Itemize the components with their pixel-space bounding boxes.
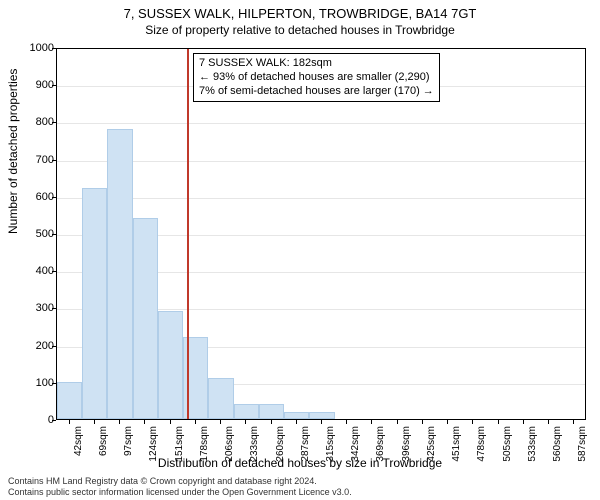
chart-title: 7, SUSSEX WALK, HILPERTON, TROWBRIDGE, B…	[0, 0, 600, 21]
histogram-bar	[259, 404, 284, 419]
x-tick-mark	[271, 420, 272, 424]
y-axis-label: Number of detached properties	[6, 69, 20, 234]
x-tick-label: 342sqm	[350, 426, 361, 462]
x-tick-label: 178sqm	[199, 426, 210, 462]
x-tick-mark	[94, 420, 95, 424]
x-tick-label: 151sqm	[174, 426, 185, 462]
y-tick-label: 500	[14, 228, 54, 240]
x-tick-mark	[119, 420, 120, 424]
y-tick-mark	[52, 160, 56, 161]
x-tick-label: 42sqm	[73, 426, 84, 456]
x-tick-mark	[397, 420, 398, 424]
y-tick-mark	[52, 48, 56, 49]
y-tick-mark	[52, 383, 56, 384]
x-tick-mark	[346, 420, 347, 424]
y-tick-label: 100	[14, 377, 54, 389]
x-tick-label: 206sqm	[224, 426, 235, 462]
attribution-line-2: Contains public sector information licen…	[8, 487, 592, 498]
x-tick-label: 233sqm	[249, 426, 260, 462]
y-tick-mark	[52, 234, 56, 235]
x-tick-mark	[170, 420, 171, 424]
y-tick-label: 600	[14, 191, 54, 203]
annotation-line: ← 93% of detached houses are smaller (2,…	[199, 71, 434, 85]
attribution: Contains HM Land Registry data © Crown c…	[8, 476, 592, 498]
y-tick-label: 1000	[14, 42, 54, 54]
x-tick-mark	[548, 420, 549, 424]
x-tick-label: 369sqm	[375, 426, 386, 462]
histogram-bar	[234, 404, 259, 419]
annotation-line: 7% of semi-detached houses are larger (1…	[199, 85, 434, 99]
y-tick-label: 200	[14, 340, 54, 352]
x-tick-mark	[371, 420, 372, 424]
attribution-line-1: Contains HM Land Registry data © Crown c…	[8, 476, 592, 487]
x-tick-mark	[144, 420, 145, 424]
y-tick-label: 0	[14, 414, 54, 426]
x-tick-mark	[498, 420, 499, 424]
x-tick-label: 560sqm	[552, 426, 563, 462]
chart-subtitle: Size of property relative to detached ho…	[0, 21, 600, 37]
x-tick-mark	[69, 420, 70, 424]
histogram-bar	[133, 218, 158, 419]
x-tick-mark	[447, 420, 448, 424]
y-tick-mark	[52, 122, 56, 123]
x-tick-label: 287sqm	[300, 426, 311, 462]
x-tick-mark	[220, 420, 221, 424]
x-tick-mark	[195, 420, 196, 424]
y-tick-mark	[52, 197, 56, 198]
x-tick-mark	[296, 420, 297, 424]
y-tick-label: 400	[14, 265, 54, 277]
histogram-bar	[57, 382, 82, 419]
histogram-bar	[82, 188, 107, 419]
annotation-line: 7 SUSSEX WALK: 182sqm	[199, 57, 434, 71]
y-tick-mark	[52, 346, 56, 347]
gridline	[57, 198, 585, 199]
gridline	[57, 161, 585, 162]
histogram-bar	[284, 412, 309, 419]
y-tick-mark	[52, 271, 56, 272]
y-tick-mark	[52, 85, 56, 86]
plot-area: 7 SUSSEX WALK: 182sqm← 93% of detached h…	[56, 48, 586, 420]
x-tick-label: 451sqm	[451, 426, 462, 462]
x-tick-label: 478sqm	[476, 426, 487, 462]
histogram-bar	[158, 311, 183, 419]
y-tick-label: 800	[14, 116, 54, 128]
y-tick-mark	[52, 420, 56, 421]
x-tick-mark	[245, 420, 246, 424]
y-tick-label: 900	[14, 79, 54, 91]
x-tick-label: 533sqm	[527, 426, 538, 462]
y-tick-label: 700	[14, 154, 54, 166]
chart-container: { "title": "7, SUSSEX WALK, HILPERTON, T…	[0, 0, 600, 500]
x-tick-label: 69sqm	[98, 426, 109, 456]
x-tick-label: 97sqm	[123, 426, 134, 456]
x-tick-label: 124sqm	[148, 426, 159, 462]
x-tick-label: 587sqm	[577, 426, 588, 462]
reference-line	[187, 49, 189, 419]
x-tick-label: 260sqm	[275, 426, 286, 462]
x-tick-mark	[472, 420, 473, 424]
x-tick-label: 505sqm	[502, 426, 513, 462]
y-tick-mark	[52, 308, 56, 309]
histogram-bar	[208, 378, 233, 419]
x-tick-mark	[422, 420, 423, 424]
x-tick-label: 425sqm	[426, 426, 437, 462]
x-tick-mark	[523, 420, 524, 424]
histogram-bar	[309, 412, 334, 419]
gridline	[57, 123, 585, 124]
annotation-box: 7 SUSSEX WALK: 182sqm← 93% of detached h…	[193, 53, 440, 102]
y-tick-label: 300	[14, 302, 54, 314]
x-tick-mark	[573, 420, 574, 424]
x-tick-label: 315sqm	[325, 426, 336, 462]
x-tick-label: 396sqm	[401, 426, 412, 462]
histogram-bar	[107, 129, 132, 419]
x-tick-mark	[321, 420, 322, 424]
